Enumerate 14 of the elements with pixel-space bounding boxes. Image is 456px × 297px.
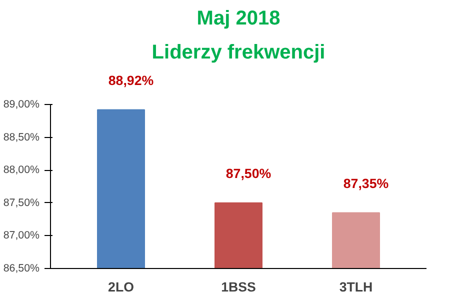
x-tick-label: 3TLH	[339, 280, 373, 294]
x-tick-label: 1BSS	[221, 280, 256, 294]
y-tick-label: 87,00%	[3, 230, 40, 242]
y-tick-label: 88,50%	[3, 131, 40, 144]
y-tick-label: 89,00%	[3, 98, 40, 111]
chart-title: Maj 2018	[196, 8, 280, 30]
data-label: 87,50%	[226, 166, 272, 181]
data-label: 87,35%	[343, 176, 389, 191]
y-tick-label: 86,50%	[3, 262, 40, 274]
data-label: 88,92%	[108, 72, 154, 88]
chart-subtitle: Liderzy frekwencji	[152, 42, 326, 64]
x-tick-label: 2LO	[108, 280, 134, 294]
y-tick-label: 87,50%	[3, 196, 40, 209]
y-tick-label: 88,00%	[3, 164, 40, 176]
